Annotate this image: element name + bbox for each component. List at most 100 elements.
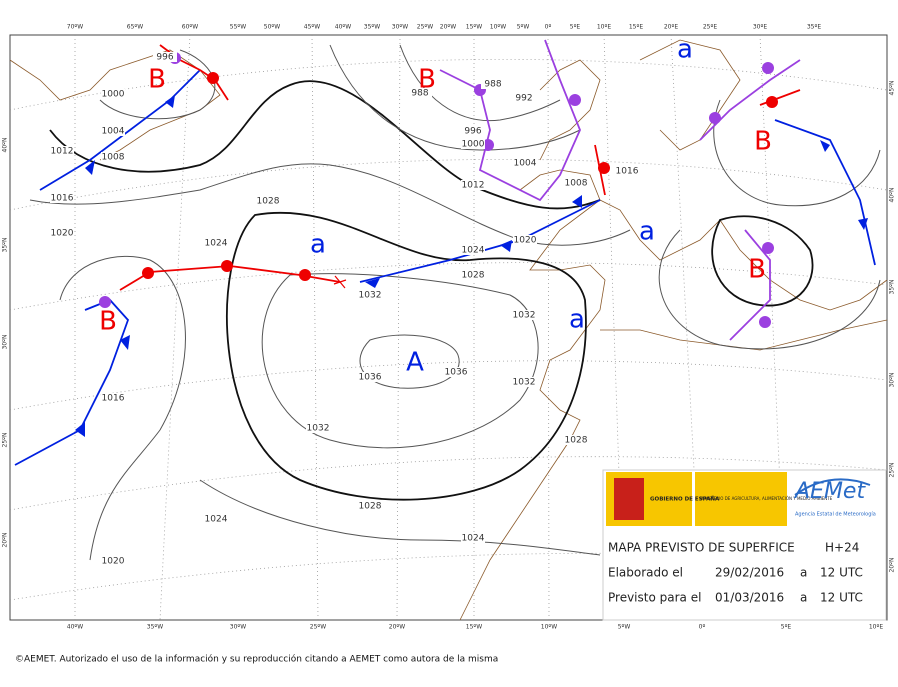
cold-front bbox=[39, 69, 201, 191]
pressure-center: B bbox=[418, 65, 436, 95]
isobar-label-bg bbox=[461, 139, 485, 149]
lon-label: 35ºW bbox=[364, 24, 380, 31]
coat-of-arms bbox=[614, 478, 644, 520]
lat-label: 30ºN bbox=[2, 335, 9, 350]
copyright: ©AEMET. Autorizado el uso de la informac… bbox=[15, 654, 498, 665]
isobar-label: 1028 bbox=[359, 502, 382, 512]
isobar-label: 996 bbox=[156, 53, 173, 63]
front-symbol bbox=[299, 269, 311, 281]
cold-front bbox=[774, 119, 876, 266]
pressure-center: B bbox=[99, 307, 117, 337]
front-cross bbox=[333, 275, 347, 289]
isobar-label-bg bbox=[256, 196, 280, 206]
isobar-label: 1032 bbox=[359, 291, 382, 301]
front-symbol bbox=[365, 278, 380, 288]
isobar-label-bg bbox=[306, 423, 330, 433]
isobar-label-bg bbox=[358, 290, 382, 300]
isobar-label: 1016 bbox=[616, 167, 639, 177]
aemet-swoosh bbox=[794, 478, 871, 496]
valid-at: a bbox=[800, 591, 807, 605]
agency-name: Agencia Estatal de Meteorología bbox=[795, 511, 876, 518]
lat-label: 25ºN bbox=[2, 433, 9, 448]
front-symbol bbox=[598, 162, 610, 174]
isobar-label: 1028 bbox=[462, 271, 485, 281]
pressure-center: a bbox=[639, 217, 655, 247]
lon-label: 40ºW bbox=[335, 24, 351, 31]
isobar-label: 1036 bbox=[359, 373, 382, 383]
lon-label: 10ºE bbox=[597, 24, 611, 31]
lon-label: 20ºW bbox=[389, 624, 405, 631]
isobar-label-bg bbox=[50, 146, 74, 156]
isobar-label: 1008 bbox=[565, 179, 588, 189]
isobar-label-bg bbox=[50, 193, 74, 203]
isobar-label: 1004 bbox=[102, 127, 125, 137]
front-symbol bbox=[759, 316, 771, 328]
isobar-label: 1020 bbox=[514, 236, 537, 246]
lat-label: 40ºN bbox=[2, 138, 9, 153]
front-symbol bbox=[85, 160, 95, 175]
lon-label: 60ºW bbox=[182, 24, 198, 31]
ministry: MINISTERIO DE AGRICULTURA, ALIMENTACIÓN … bbox=[700, 496, 833, 501]
lon-label: 5ºE bbox=[781, 624, 792, 631]
isobars bbox=[29, 44, 881, 561]
isobar-label-bg bbox=[461, 126, 485, 136]
lon-label: 65ºW bbox=[127, 24, 143, 31]
isobar-label: 1020 bbox=[102, 557, 125, 567]
isobar-label: 1024 bbox=[205, 239, 228, 249]
lon-label: 30ºW bbox=[230, 624, 246, 631]
lon-label: 30ºE bbox=[753, 24, 767, 31]
isobar-label-bg bbox=[408, 88, 432, 98]
isobar-label-bg bbox=[461, 180, 485, 190]
front-symbol bbox=[75, 422, 85, 437]
lon-label: 20ºW bbox=[440, 24, 456, 31]
pressure-center: a bbox=[569, 305, 585, 335]
front-symbol bbox=[569, 94, 581, 106]
front-symbol bbox=[572, 195, 582, 208]
isobar-label-bg bbox=[461, 533, 485, 543]
pressure-center: a bbox=[310, 230, 326, 260]
issued-time: 12 UTC bbox=[820, 566, 863, 580]
pressure-center: a bbox=[677, 35, 693, 65]
isobar-label: 1008 bbox=[102, 153, 125, 163]
front-symbol bbox=[500, 240, 512, 252]
front-symbol bbox=[221, 260, 233, 272]
lon-label: 15ºE bbox=[629, 24, 643, 31]
occluded-front bbox=[699, 59, 801, 141]
gov-name: GOBIERNO DE ESPAÑA bbox=[650, 496, 720, 503]
lat-label: 35ºN bbox=[889, 280, 896, 295]
issued-label: Elaborado el bbox=[608, 566, 683, 580]
lat-label: 20ºN bbox=[889, 558, 896, 573]
isobar-label: 988 bbox=[411, 89, 428, 99]
isobar-label-bg bbox=[564, 178, 588, 188]
front-symbol bbox=[820, 140, 830, 152]
isobar-label-bg bbox=[358, 501, 382, 511]
isobar-label: 1004 bbox=[514, 159, 537, 169]
isobar-label-bg bbox=[153, 52, 177, 62]
isobar-label-bg bbox=[512, 310, 536, 320]
isobar-label-bg bbox=[461, 270, 485, 280]
agency-logo: AEMet bbox=[793, 479, 866, 504]
lon-label: 5ºE bbox=[570, 24, 581, 31]
lon-label: 55ºW bbox=[230, 24, 246, 31]
isobar-label-bg bbox=[101, 89, 125, 99]
front-symbol bbox=[766, 96, 778, 108]
lat-label: 30ºN bbox=[889, 373, 896, 388]
isobar-label-bg bbox=[461, 245, 485, 255]
isobar-label-bg bbox=[101, 152, 125, 162]
occluded-front bbox=[439, 39, 581, 202]
valid-time: 12 UTC bbox=[820, 591, 863, 605]
isobar-label-bg bbox=[512, 377, 536, 387]
isobar-label-bg bbox=[564, 435, 588, 445]
ministry-logo-bg bbox=[695, 472, 787, 526]
isobar-label: 1012 bbox=[462, 181, 485, 191]
isobar-label: 1024 bbox=[205, 515, 228, 525]
isobar-label-bg bbox=[513, 235, 537, 245]
isobar-label: 996 bbox=[464, 127, 481, 137]
isobar-label: 1000 bbox=[462, 140, 485, 150]
lon-label: 25ºE bbox=[703, 24, 717, 31]
coastlines bbox=[9, 39, 888, 621]
valid-date: 01/03/2016 bbox=[715, 591, 784, 605]
lon-label: 35ºE bbox=[807, 24, 821, 31]
issued-date: 29/02/2016 bbox=[715, 566, 784, 580]
